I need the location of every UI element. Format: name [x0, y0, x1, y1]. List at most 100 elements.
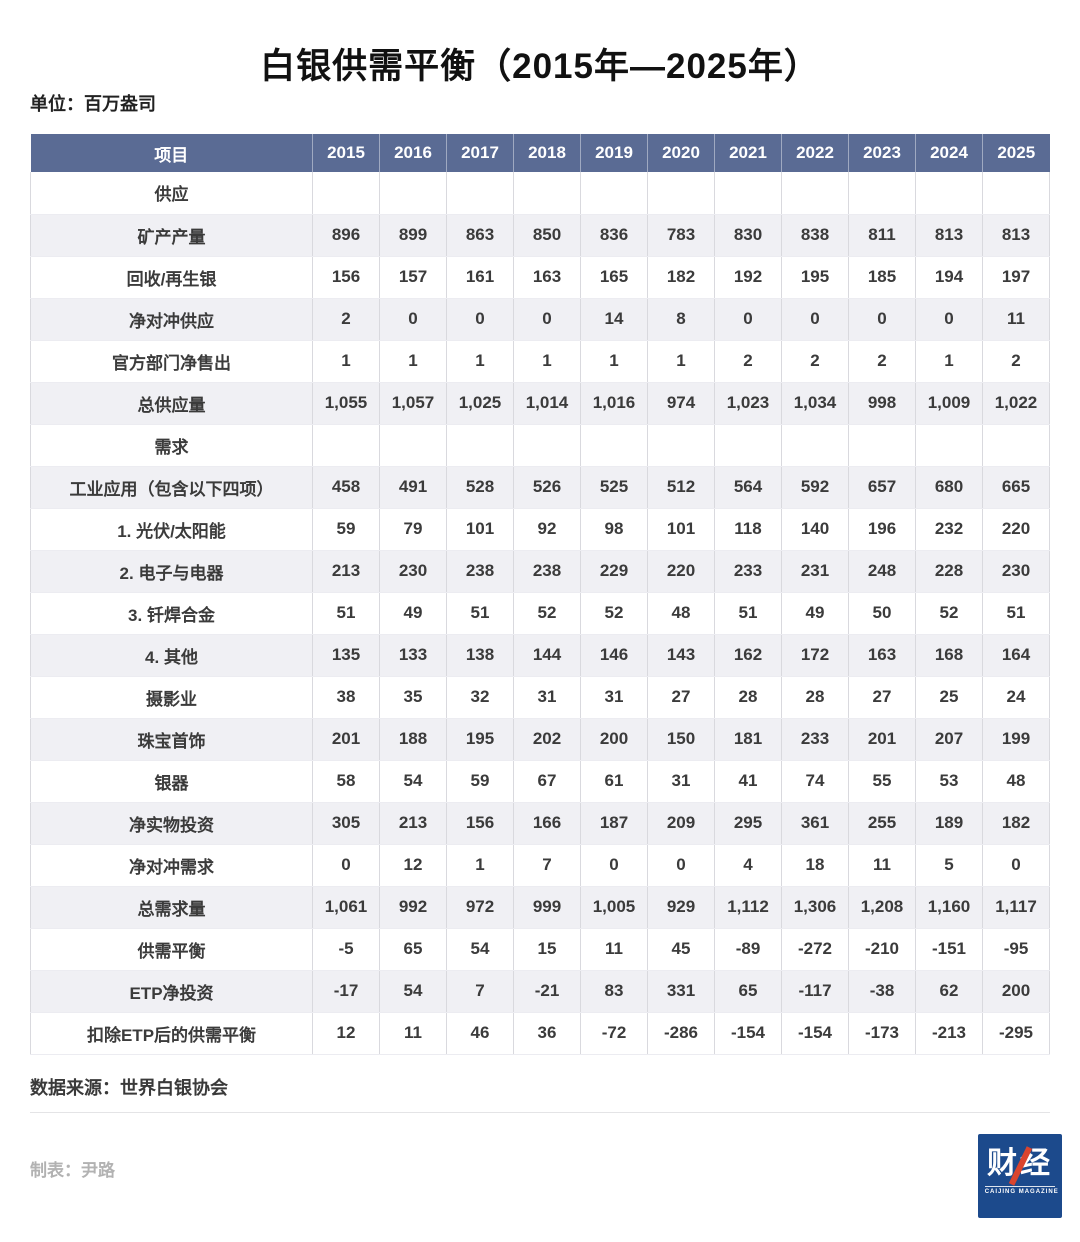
cell-value: 79 — [379, 508, 447, 551]
cell-value: -154 — [781, 1012, 849, 1055]
table-row: 4. 其他 135 133 138 144 146 143 162 172 163 168 164 — [30, 634, 1050, 677]
row-label: 回收/再生银 — [30, 256, 313, 299]
cell-value: 1 — [379, 340, 447, 383]
cell-value: 0 — [513, 298, 581, 341]
cell-value: 35 — [379, 676, 447, 719]
cell-value: -213 — [915, 1012, 983, 1055]
table-row: 供需平衡 -5 65 54 15 11 45 -89 -272 -210 -151 -95 — [30, 928, 1050, 971]
year-column-header: 2018 — [513, 134, 581, 172]
cell-value: 101 — [647, 508, 715, 551]
cell-value: 182 — [982, 802, 1050, 845]
cell-value: 172 — [781, 634, 849, 677]
cell-value: 168 — [915, 634, 983, 677]
table-container: 项目 2015 2016 2017 2018 2019 2020 2021 2022 2023 20… — [30, 134, 1050, 1055]
cell-value — [513, 424, 581, 467]
cell-value: 512 — [647, 466, 715, 509]
cell-value: 8 — [647, 298, 715, 341]
cell-value: 838 — [781, 214, 849, 257]
row-label: 需求 — [30, 424, 313, 467]
cell-value: 992 — [379, 886, 447, 929]
cell-value: 491 — [379, 466, 447, 509]
cell-value — [915, 172, 983, 215]
cell-value: 92 — [513, 508, 581, 551]
cell-value: 7 — [513, 844, 581, 887]
cell-value: 1,057 — [379, 382, 447, 425]
cell-value: 0 — [848, 298, 916, 341]
cell-value: 2 — [982, 340, 1050, 383]
cell-value: 27 — [647, 676, 715, 719]
cell-value: 0 — [982, 844, 1050, 887]
cell-value: 813 — [915, 214, 983, 257]
table-row: 总供应量 1,055 1,057 1,025 1,014 1,016 974 1,023 1,0… — [30, 382, 1050, 425]
cell-value: 185 — [848, 256, 916, 299]
year-column-header: 2015 — [312, 134, 380, 172]
cell-value: 2 — [714, 340, 782, 383]
cell-value: 207 — [915, 718, 983, 761]
cell-value: 31 — [513, 676, 581, 719]
cell-value: 1,009 — [915, 382, 983, 425]
cell-value: 220 — [982, 508, 1050, 551]
cell-value: 1,160 — [915, 886, 983, 929]
year-column-header: 2021 — [714, 134, 782, 172]
header-row: 项目 2015 2016 2017 2018 2019 2020 2021 2022 2023 20… — [30, 134, 1050, 172]
cell-value: 101 — [446, 508, 514, 551]
cell-value: 54 — [379, 970, 447, 1013]
cell-value: 24 — [982, 676, 1050, 719]
cell-value: 202 — [513, 718, 581, 761]
cell-value: 138 — [446, 634, 514, 677]
cell-value: 361 — [781, 802, 849, 845]
cell-value: 0 — [647, 844, 715, 887]
cell-value — [848, 172, 916, 215]
cell-value: 28 — [714, 676, 782, 719]
cell-value: 144 — [513, 634, 581, 677]
cell-value: 187 — [580, 802, 648, 845]
row-label: 银器 — [30, 760, 313, 803]
caijing-logo: 财经 CAIJING MAGAZINE — [978, 1134, 1062, 1218]
cell-value: 1 — [446, 844, 514, 887]
row-label: 净对冲供应 — [30, 298, 313, 341]
cell-value: 150 — [647, 718, 715, 761]
table-row: 3. 钎焊合金 51 49 51 52 52 48 51 49 50 52 51 — [30, 592, 1050, 635]
row-label: 供应 — [30, 172, 313, 215]
cell-value: 0 — [781, 298, 849, 341]
cell-value — [982, 424, 1050, 467]
cell-value: 850 — [513, 214, 581, 257]
cell-value: 1,022 — [982, 382, 1050, 425]
cell-value: 14 — [580, 298, 648, 341]
cell-value: -72 — [580, 1012, 648, 1055]
cell-value: 157 — [379, 256, 447, 299]
row-label: 4. 其他 — [30, 634, 313, 677]
cell-value: 0 — [446, 298, 514, 341]
table-row: 扣除ETP后的供需平衡 12 11 46 36 -72 -286 -154 -154 -173 -2… — [30, 1012, 1050, 1055]
data-table: 项目 2015 2016 2017 2018 2019 2020 2021 2022 2023 20… — [30, 134, 1050, 1055]
cell-value: 166 — [513, 802, 581, 845]
cell-value: 194 — [915, 256, 983, 299]
cell-value: 74 — [781, 760, 849, 803]
cell-value: 525 — [580, 466, 648, 509]
cell-value: 233 — [714, 550, 782, 593]
table-row: ETP净投资 -17 54 7 -21 83 331 65 -117 -38 62 200 — [30, 970, 1050, 1013]
cell-value: 61 — [580, 760, 648, 803]
cell-value: 201 — [312, 718, 380, 761]
table-row: 总需求量 1,061 992 972 999 1,005 929 1,112 1,306 1,20… — [30, 886, 1050, 929]
cell-value: 592 — [781, 466, 849, 509]
cell-value — [714, 424, 782, 467]
cell-value: 197 — [982, 256, 1050, 299]
cell-value — [647, 172, 715, 215]
table-header: 项目 2015 2016 2017 2018 2019 2020 2021 2022 2023 20… — [30, 134, 1050, 172]
cell-value: 836 — [580, 214, 648, 257]
row-label: 官方部门净售出 — [30, 340, 313, 383]
cell-value: 5 — [915, 844, 983, 887]
cell-value: 46 — [446, 1012, 514, 1055]
cell-value: 1,023 — [714, 382, 782, 425]
cell-value: 161 — [446, 256, 514, 299]
cell-value: 1 — [312, 340, 380, 383]
cell-value: 32 — [446, 676, 514, 719]
cell-value: 0 — [379, 298, 447, 341]
data-source: 数据来源：世界白银协会 — [30, 1074, 1050, 1113]
cell-value: -151 — [915, 928, 983, 971]
cell-value: 564 — [714, 466, 782, 509]
cell-value: 220 — [647, 550, 715, 593]
cell-value: 998 — [848, 382, 916, 425]
cell-value: 929 — [647, 886, 715, 929]
